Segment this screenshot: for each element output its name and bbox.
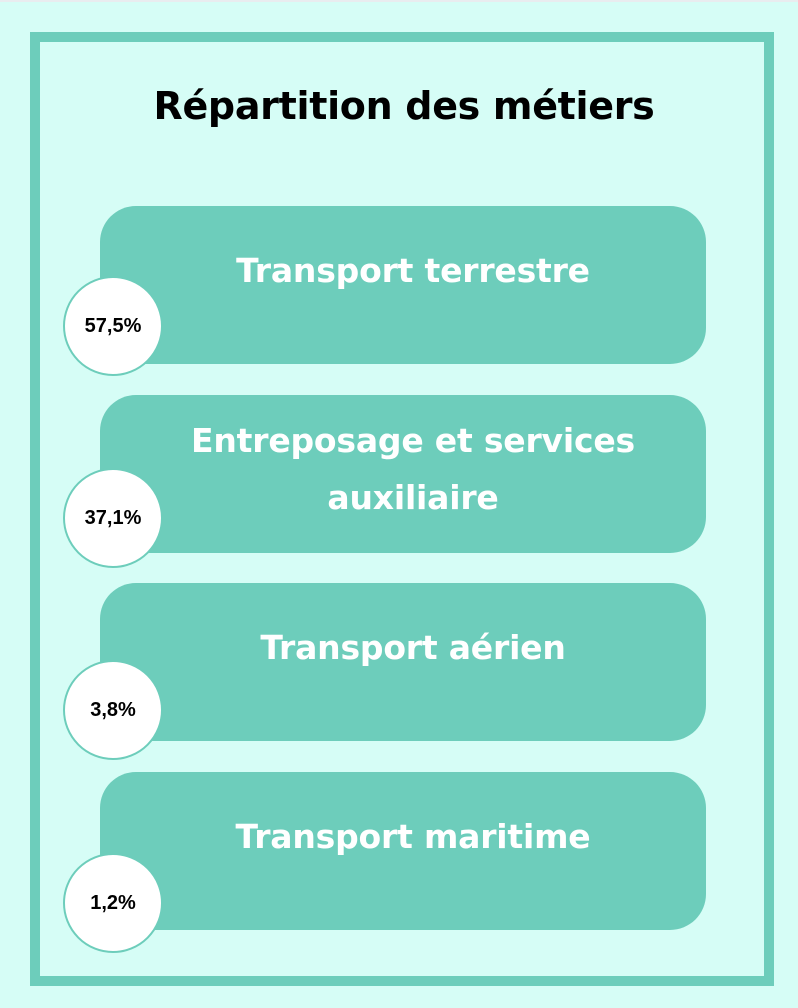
percent-badge: 57,5% (63, 276, 163, 376)
category-card-transport-aerien: Transport aérien (100, 583, 706, 741)
page-title: Répartition des métiers (153, 84, 655, 128)
percent-badge: 1,2% (63, 853, 163, 953)
category-label: Transport maritime (235, 816, 591, 856)
percent-badge: 37,1% (63, 468, 163, 568)
category-label: Transport terrestre (236, 250, 590, 290)
top-divider (0, 0, 798, 2)
category-card-transport-maritime: Transport maritime (100, 772, 706, 930)
category-card-entreposage: Entreposage et services auxiliaire (100, 395, 706, 553)
percent-badge: 3,8% (63, 660, 163, 760)
category-label: Entreposage et services auxiliaire (191, 421, 635, 517)
category-label: Transport aérien (260, 627, 566, 667)
category-card-transport-terrestre: Transport terrestre (100, 206, 706, 364)
